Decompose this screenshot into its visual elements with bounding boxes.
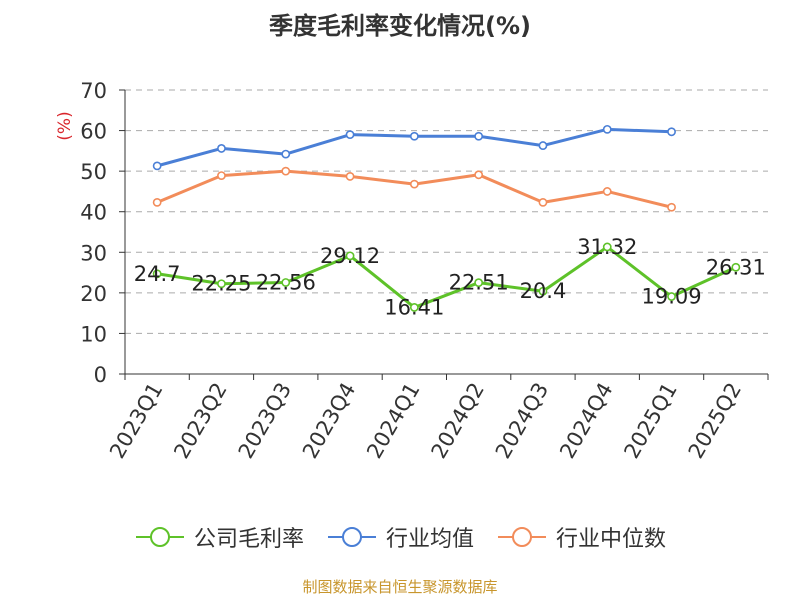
data-point (152, 269, 162, 279)
y-axis-label: (%) (55, 111, 75, 140)
x-tick-label: 2023Q1 (105, 379, 167, 463)
data-label: 26.31 (706, 255, 766, 279)
x-tick-label: 2024Q3 (491, 379, 553, 463)
data-point (152, 161, 162, 171)
y-tick-label: 10 (80, 322, 107, 346)
data-point (345, 130, 355, 140)
series-line (156, 245, 737, 309)
legend-label: 行业中位数 (556, 527, 667, 552)
data-point (409, 179, 419, 189)
data-point (667, 292, 676, 301)
legend-marker-icon (135, 527, 184, 547)
data-point (281, 166, 291, 176)
grid-lines (125, 89, 768, 334)
data-point (474, 131, 484, 141)
y-tick-label: 0 (94, 363, 107, 387)
y-tick-label: 50 (80, 160, 107, 184)
legend-circle (149, 527, 170, 547)
data-point (281, 149, 291, 159)
y-tick-label: 30 (80, 241, 107, 265)
data-point (538, 286, 548, 296)
data-point (602, 187, 612, 196)
data-label: 22.56 (256, 270, 316, 294)
data-point (731, 262, 741, 272)
data-point (217, 279, 226, 289)
x-tick-label: 2023Q3 (234, 379, 296, 463)
data-label: 24.7 (134, 262, 181, 286)
data-label: 16.41 (384, 295, 444, 319)
y-tick-label: 40 (80, 201, 107, 225)
series-lines (152, 124, 741, 312)
x-tick-label: 2025Q1 (619, 379, 681, 463)
x-tick-label: 2024Q4 (555, 379, 617, 463)
data-point (281, 278, 291, 287)
data-point (602, 124, 612, 134)
legend-label: 行业均值 (385, 527, 474, 552)
data-label: 19.09 (641, 285, 701, 309)
legend-circle (341, 527, 362, 547)
data-point (667, 127, 676, 137)
data-label: 31.32 (577, 235, 637, 259)
data-point (152, 197, 162, 207)
legend-item[interactable]: 公司毛利率 (134, 521, 304, 553)
data-label: 29.12 (320, 244, 380, 268)
legend-item[interactable]: 行业中位数 (496, 521, 666, 553)
data-point (345, 172, 355, 181)
y-tick-label: 60 (80, 120, 107, 144)
data-point (345, 251, 355, 261)
data-label: 20.4 (520, 279, 567, 303)
data-point (667, 202, 676, 212)
data-label: 22.51 (449, 271, 509, 295)
data-point (538, 141, 548, 150)
x-tick-label: 2023Q4 (298, 379, 360, 463)
data-point (474, 170, 484, 180)
legend-label: 公司毛利率 (193, 527, 304, 552)
legend: 公司毛利率 行业均值 行业中位数 (0, 520, 800, 554)
legend-item[interactable]: 行业均值 (326, 521, 474, 553)
x-tick-label: 2024Q2 (427, 379, 489, 463)
legend-marker-icon (498, 527, 546, 547)
data-point (217, 144, 226, 153)
data-point (538, 197, 548, 207)
chart-title: 季度毛利率变化情况(%) (269, 12, 531, 40)
data-source: 制图数据来自恒生聚源数据库 (302, 578, 498, 596)
data-label: 22.25 (191, 272, 251, 296)
x-tick-label: 2023Q2 (169, 379, 231, 463)
legend-circle (512, 527, 532, 547)
y-tick-label: 20 (80, 282, 107, 306)
data-point (409, 303, 419, 312)
data-point (602, 242, 612, 252)
data-point (409, 131, 419, 141)
series-line (156, 169, 672, 209)
x-tick-label: 2024Q1 (362, 379, 424, 463)
y-tick-label: 70 (80, 79, 107, 103)
legend-marker-icon (327, 527, 376, 547)
data-point (474, 278, 484, 288)
x-tick-label: 2025Q2 (684, 379, 746, 463)
data-point (217, 171, 226, 181)
